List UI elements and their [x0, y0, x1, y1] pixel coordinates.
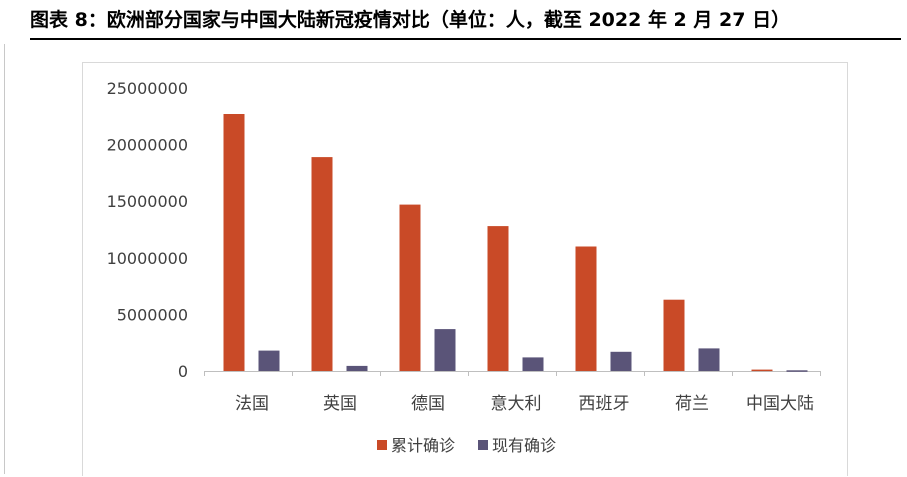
y-tick-label: 15000000	[107, 192, 188, 211]
title-underline	[30, 38, 901, 40]
figure-title: 图表 8：欧洲部分国家与中国大陆新冠疫情对比（单位：人，截至 2022 年 2 …	[30, 9, 791, 31]
bar-cumulative-confirmed	[311, 157, 333, 371]
x-tick-label: 英国	[323, 394, 357, 414]
bar-cumulative-confirmed	[487, 226, 509, 371]
bar-cumulative-confirmed	[751, 369, 773, 372]
legend-label: 累计确诊	[391, 436, 455, 455]
y-tick-label: 10000000	[107, 249, 188, 268]
x-tick-label: 西班牙	[579, 394, 630, 414]
y-tick-label: 25000000	[107, 79, 188, 98]
bar-cumulative-confirmed	[575, 246, 597, 371]
page-left-border	[4, 44, 5, 474]
bar-cumulative-confirmed	[663, 299, 685, 371]
bar-active-confirmed	[698, 348, 720, 371]
bar-active-confirmed	[346, 365, 368, 371]
bar-active-confirmed	[522, 357, 544, 371]
legend-label: 现有确诊	[492, 436, 556, 455]
x-tick-label: 德国	[411, 394, 445, 414]
y-tick-label: 20000000	[107, 136, 188, 155]
x-tick-label: 荷兰	[675, 394, 709, 414]
y-tick-label: 0	[178, 362, 188, 381]
bar-active-confirmed	[610, 351, 632, 371]
x-tick-label: 中国大陆	[746, 394, 814, 414]
legend-swatch	[478, 440, 488, 450]
y-tick-label: 5000000	[117, 305, 188, 324]
bar-cumulative-confirmed	[223, 114, 245, 371]
x-tick-label: 意大利	[491, 394, 542, 414]
bar-cumulative-confirmed	[399, 204, 421, 371]
legend-swatch	[377, 440, 387, 450]
bar-active-confirmed	[786, 370, 808, 372]
x-tick-label: 法国	[235, 394, 269, 414]
bar-active-confirmed	[258, 350, 280, 371]
bar-active-confirmed	[434, 329, 456, 371]
chart-frame	[82, 62, 848, 476]
